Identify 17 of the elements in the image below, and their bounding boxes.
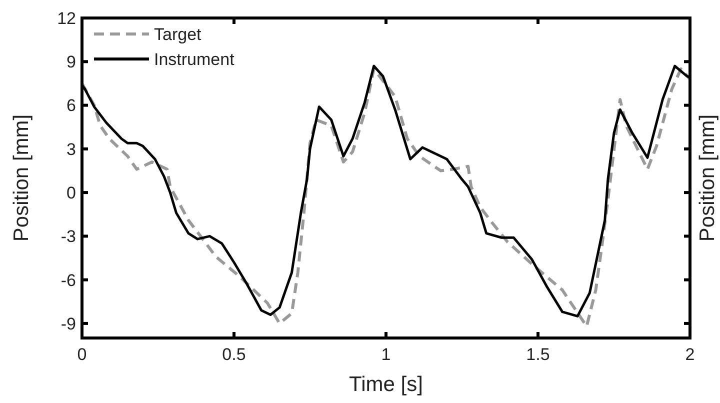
x-tick-label: 0.5 (222, 345, 246, 364)
y-tick-label: 12 (57, 8, 76, 28)
x-tick-label: 2 (685, 345, 695, 364)
y-axis-title: Position [mm] (10, 114, 33, 242)
y-tick-label: 0 (66, 183, 76, 202)
x-axis-title: Time [s] (349, 373, 423, 396)
legend-label: Instrument (154, 50, 235, 69)
y-tick-label: -3 (60, 227, 76, 246)
x-tick-label: 1 (381, 345, 391, 364)
y-tick-label: 9 (66, 52, 76, 72)
y-tick-label: -9 (60, 314, 76, 334)
x-tick-label: 1.5 (526, 345, 550, 364)
y-tick-label: 6 (66, 96, 76, 116)
y-tick-label: 3 (66, 140, 76, 159)
y2-axis-title: Position [mm] (696, 114, 719, 242)
legend-label: Target (154, 24, 202, 44)
y-tick-label: -6 (60, 270, 76, 290)
